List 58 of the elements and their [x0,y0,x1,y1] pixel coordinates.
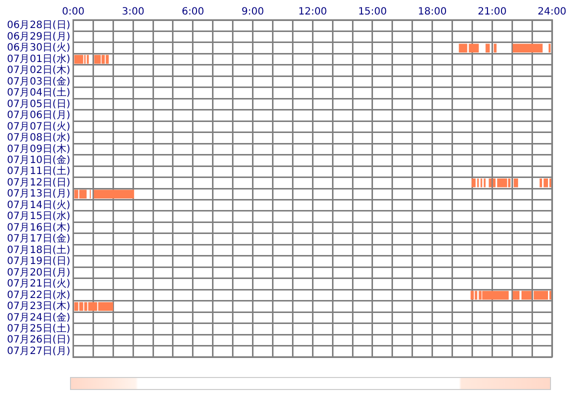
x-tick-label: 9:00 [242,6,264,18]
y-tick-label: 07月26日(日) [6,334,70,346]
bar [534,290,548,300]
y-tick-label: 06月28日(日) [6,20,70,32]
y-tick-label: 07月08日(水) [6,132,70,144]
bar [94,54,101,64]
bar [497,178,508,188]
y-tick-label: 07月06日(月) [6,110,70,122]
bar [482,290,509,300]
y-tick-label: 07月04日(土) [6,86,70,99]
y-tick-label: 07月16日(木) [6,221,70,234]
y-tick-label: 07月20日(月) [6,267,70,278]
bar [470,290,474,300]
y-tick-label: 07月11日(土) [6,165,70,178]
bar [544,178,548,188]
x-tick-label: 6:00 [182,6,204,18]
bar [488,178,492,188]
y-tick-label: 07月01日(水) [6,52,70,65]
y-tick-label: 07月09日(木) [6,142,70,155]
x-tick-label: 21:00 [478,6,507,18]
bar [486,44,490,52]
y-tick-label: 07月25日(土) [6,322,70,335]
y-tick-label: 07月03日(金) [6,75,70,88]
y-tick-label: 06月29日(月) [6,31,70,42]
x-tick-label: 15:00 [358,6,387,18]
y-tick-label: 07月13日(月) [6,188,70,200]
y-tick-label: 07月17日(金) [6,232,70,245]
x-tick-label: 3:00 [122,6,144,18]
x-tick-label: 12:00 [298,6,328,18]
y-tick-label: 07月14日(火) [6,198,70,211]
bar [74,54,84,64]
bar [494,44,497,52]
x-tick-label: 0:00 [62,6,84,18]
x-tick-label: 18:00 [418,6,447,18]
bar [512,290,520,300]
y-tick-label: 07月15日(水) [6,210,70,222]
bar [468,44,479,52]
y-tick-label: 07月18日(土) [6,244,70,256]
bar [514,178,518,188]
bar [106,54,109,64]
y-tick-label: 07月02日(木) [6,64,70,76]
y-tick-label: 07月10日(金) [6,154,70,166]
y-tick-label: 07月23日(木) [6,300,70,312]
bar [94,190,134,198]
y-tick-label: 06月30日(火) [6,42,70,54]
x-tick-label: 24:00 [538,6,566,18]
y-tick-label: 07月12日(日) [6,177,70,188]
y-tick-label: 07月21日(火) [6,278,70,290]
y-tick-label: 07月27日(月) [6,346,70,357]
bar [458,44,468,52]
y-tick-label: 07月05日(日) [6,98,70,110]
bar [472,178,476,188]
bar [512,44,543,52]
y-tick-label: 07月24日(金) [6,311,70,324]
y-tick-label: 07月22日(水) [6,288,70,301]
y-tick-label: 07月07日(火) [6,120,70,132]
bar [521,290,532,300]
y-tick-label: 07月19日(日) [6,256,70,268]
